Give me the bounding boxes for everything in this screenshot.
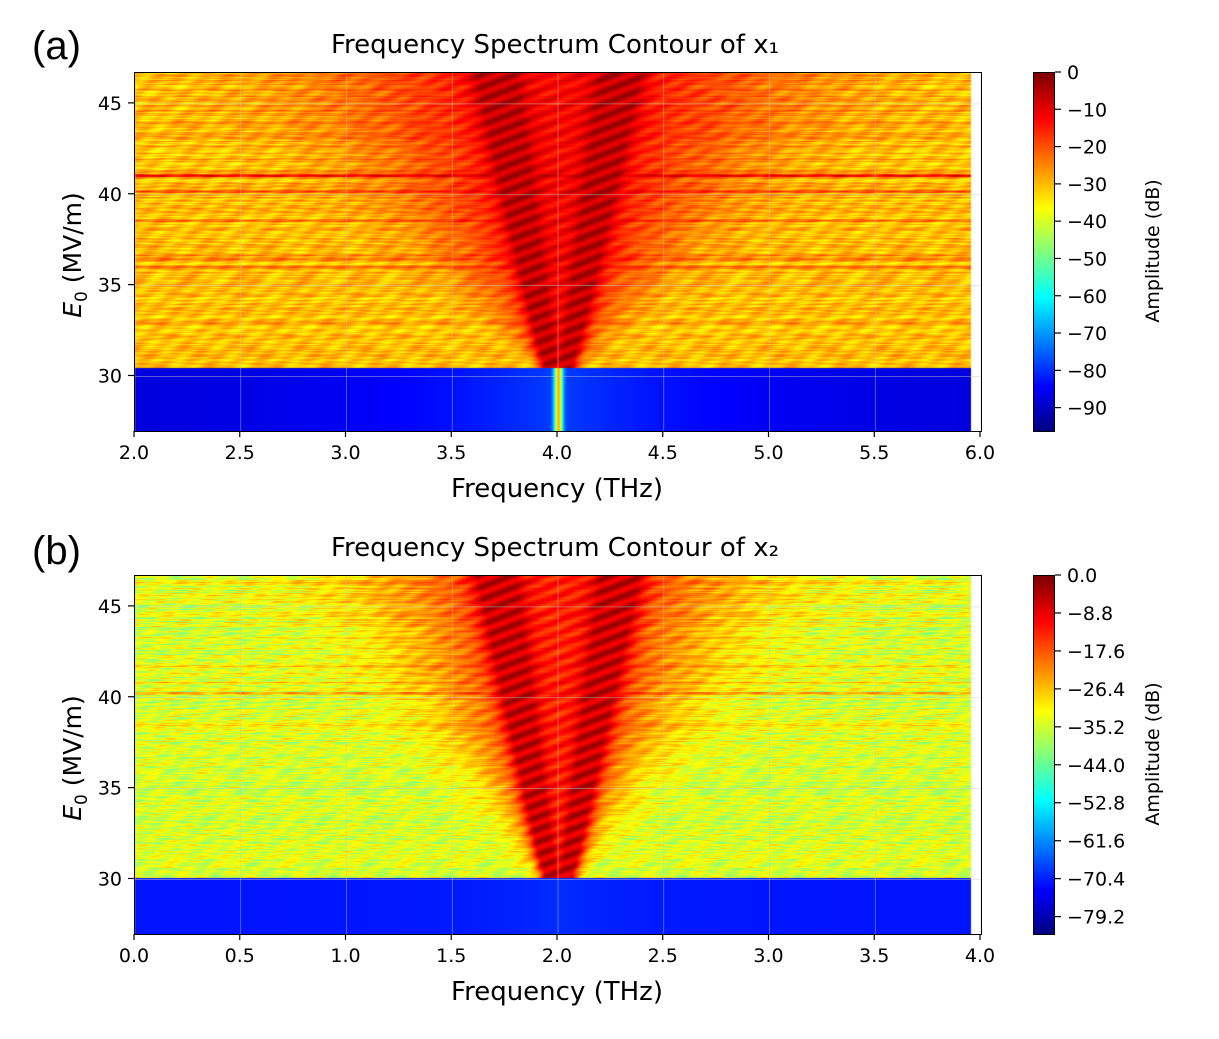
y-tick-label: 30 [98, 365, 122, 387]
y-axis-label-unit: (MV/m) [58, 695, 87, 795]
colorbar-tick-label: −90 [1067, 398, 1107, 420]
colorbar-tick-label: −17.6 [1067, 641, 1125, 663]
colorbar-tick-label: −40 [1067, 211, 1107, 233]
x-tick-label: 2.5 [648, 945, 678, 967]
colorbar-tick-label: −26.4 [1067, 679, 1125, 701]
x-axis-label: Frequency (THz) [451, 474, 663, 504]
y-axis-label: E0 (MV/m) [58, 140, 92, 370]
x-tick-label: 3.5 [436, 442, 466, 464]
panel-label: (a) [32, 24, 81, 68]
y-tick-label: 45 [98, 596, 122, 618]
colorbar-label: Amplitude (dB) [1142, 179, 1164, 323]
x-tick-label: 1.5 [436, 945, 466, 967]
y-axis-label-symbol: E [58, 804, 87, 821]
plot-title: Frequency Spectrum Contour of x₂ [330, 533, 780, 563]
x-tick-label: 5.0 [753, 442, 783, 464]
x-tick-label: 2.0 [542, 945, 572, 967]
x-tick-label: 3.5 [859, 945, 889, 967]
colorbar-tick-label: 0 [1067, 62, 1079, 84]
panel-a: (a) Frequency Spectrum Contour of x₁ 2.0… [0, 0, 1219, 510]
colorbar-tick-label: −70.4 [1067, 869, 1125, 891]
colorbar-tick-label: −60 [1067, 286, 1107, 308]
colorbar-tick-label: −10 [1067, 99, 1107, 121]
x-tick-label: 0.5 [225, 945, 255, 967]
colorbar [1033, 72, 1055, 432]
x-tick-label: 3.0 [330, 442, 360, 464]
y-tick-label: 40 [98, 184, 122, 206]
colorbar-label: Amplitude (dB) [1142, 682, 1164, 826]
axes: 2.0 2.5 3.0 3.5 4.0 4.5 5.0 5.5 6.0 30 35 40 45 0 −10 −… [98, 62, 1107, 464]
heatmap-area [134, 575, 982, 935]
x-tick-label: 6.0 [965, 442, 995, 464]
x-tick-label: 4.5 [648, 442, 678, 464]
x-tick-label: 0.0 [119, 945, 149, 967]
x-tick-label: 1.0 [330, 945, 360, 967]
colorbar-tick-label: −80 [1067, 360, 1107, 382]
y-tick-label: 40 [98, 687, 122, 709]
colorbar-tick-label: −20 [1067, 137, 1107, 159]
colorbar-tick-label: −35.2 [1067, 717, 1125, 739]
y-tick-label: 35 [98, 778, 122, 800]
y-tick-label: 35 [98, 275, 122, 297]
y-tick-label: 45 [98, 93, 122, 115]
axes: 0.0 0.5 1.0 1.5 2.0 2.5 3.0 3.5 4.0 30 35 40 45 0.0 −8… [98, 565, 1125, 967]
x-tick-label: 5.5 [859, 442, 889, 464]
colorbar-tick-label: −61.6 [1067, 831, 1125, 853]
colorbar-tick-label: −44.0 [1067, 755, 1125, 777]
colorbar-tick-label: −30 [1067, 174, 1107, 196]
y-axis-label-subscript: 0 [72, 794, 92, 805]
colorbar-tick-label: −50 [1067, 248, 1107, 270]
colorbar-tick-label: −52.8 [1067, 793, 1125, 815]
colorbar-tick-label: −70 [1067, 323, 1107, 345]
colorbar-tick-label: −79.2 [1067, 907, 1125, 929]
panel-label: (b) [32, 529, 81, 573]
y-axis-label-subscript: 0 [72, 291, 92, 302]
x-tick-label: 3.0 [753, 945, 783, 967]
y-axis-label: E0 (MV/m) [58, 643, 92, 873]
plot-title: Frequency Spectrum Contour of x₁ [330, 30, 780, 60]
x-tick-label: 2.5 [225, 442, 255, 464]
colorbar [1033, 575, 1055, 935]
colorbar-tick-label: −8.8 [1067, 603, 1113, 625]
x-tick-label: 2.0 [119, 442, 149, 464]
x-tick-label: 4.0 [965, 945, 995, 967]
y-axis-label-symbol: E [58, 301, 87, 318]
y-axis-label-unit: (MV/m) [58, 192, 87, 292]
panel-b: (b) Frequency Spectrum Contour of x₂ 0.0… [0, 503, 1219, 1013]
colorbar-tick-label: 0.0 [1067, 565, 1097, 587]
y-tick-label: 30 [98, 868, 122, 890]
x-axis-label: Frequency (THz) [451, 977, 663, 1007]
x-tick-label: 4.0 [542, 442, 572, 464]
